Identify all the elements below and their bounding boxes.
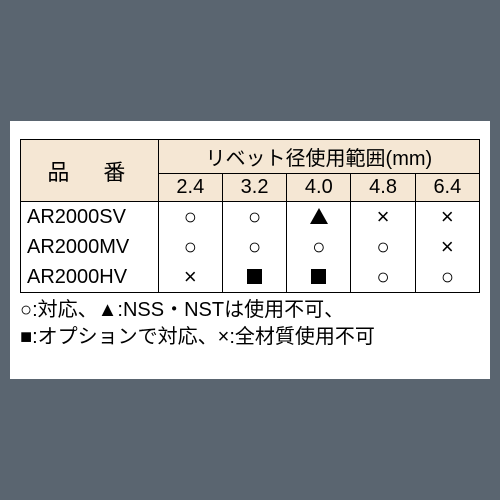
spec-sheet: 品 番 リベット径使用範囲(mm) 2.4 3.2 4.0 4.8 6.4 AR…: [10, 121, 490, 379]
symbol-cell: ×: [351, 202, 415, 233]
size-col: 2.4: [158, 174, 222, 202]
square-icon: [311, 269, 326, 284]
symbol-cell: ×: [415, 232, 479, 262]
data-body: AR2000SV○○××AR2000MV○○○○×AR2000HV×○○: [21, 202, 480, 293]
symbol-cell: ○: [415, 262, 479, 293]
size-col: 4.0: [287, 174, 351, 202]
table-row: AR2000MV○○○○×: [21, 232, 480, 262]
size-col: 3.2: [222, 174, 286, 202]
model-cell: AR2000MV: [21, 232, 159, 262]
table-row: AR2000HV× ○○: [21, 262, 480, 293]
symbol-cell: ○: [351, 262, 415, 293]
symbol-cell: ×: [158, 262, 222, 293]
symbol-cell: ○: [158, 232, 222, 262]
header-range: リベット径使用範囲(mm): [158, 140, 479, 174]
triangle-icon: [310, 208, 328, 224]
legend-line: ■:オプションで対応、×:全材質使用不可: [20, 324, 480, 351]
legend: ○:対応、▲:NSS・NSTは使用不可、 ■:オプションで対応、×:全材質使用不…: [20, 297, 480, 351]
table-row: AR2000SV○○××: [21, 202, 480, 233]
symbol-cell: [287, 202, 351, 233]
symbol-cell: ○: [158, 202, 222, 233]
symbol-cell: [222, 262, 286, 293]
size-col: 4.8: [351, 174, 415, 202]
symbol-cell: ○: [287, 232, 351, 262]
model-cell: AR2000SV: [21, 202, 159, 233]
size-col: 6.4: [415, 174, 479, 202]
model-cell: AR2000HV: [21, 262, 159, 293]
symbol-cell: ○: [222, 202, 286, 233]
legend-line: ○:対応、▲:NSS・NSTは使用不可、: [20, 297, 480, 324]
symbol-cell: [287, 262, 351, 293]
header-model: 品 番: [21, 140, 159, 202]
symbol-cell: ○: [351, 232, 415, 262]
symbol-cell: ×: [415, 202, 479, 233]
symbol-cell: ○: [222, 232, 286, 262]
compat-table: 品 番 リベット径使用範囲(mm) 2.4 3.2 4.0 4.8 6.4 AR…: [20, 139, 480, 293]
square-icon: [247, 269, 262, 284]
